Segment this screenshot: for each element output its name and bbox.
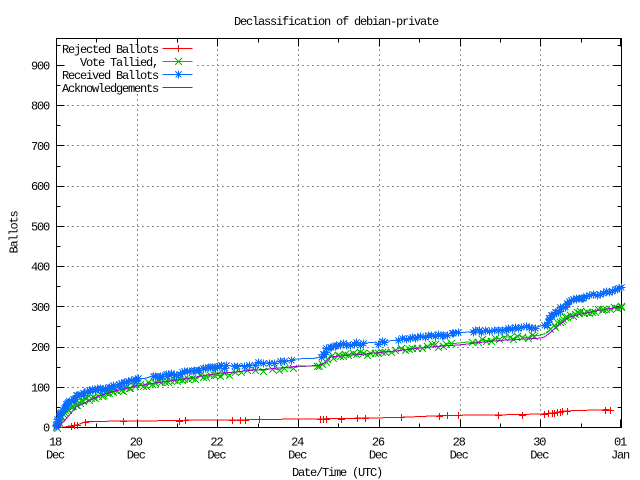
svg-text:400: 400: [31, 261, 50, 275]
svg-text:Dec: Dec: [46, 449, 65, 463]
svg-text:Dec: Dec: [207, 449, 226, 463]
svg-text:Dec: Dec: [288, 449, 307, 463]
svg-text:Rejected Ballots: Rejected Ballots: [62, 43, 159, 57]
svg-text:Declassification of debian-pri: Declassification of debian-private: [234, 15, 439, 29]
svg-text:Date/Time (UTC): Date/Time (UTC): [292, 466, 382, 480]
svg-text:300: 300: [31, 301, 50, 315]
svg-text:700: 700: [31, 140, 50, 154]
svg-text:28: 28: [453, 436, 466, 450]
svg-text:Dec: Dec: [530, 449, 549, 463]
svg-text:800: 800: [31, 100, 50, 114]
svg-text:100: 100: [31, 381, 50, 395]
svg-text:Dec: Dec: [369, 449, 388, 463]
svg-text:500: 500: [31, 220, 50, 234]
svg-text:18: 18: [49, 436, 62, 450]
svg-text:Jan: Jan: [611, 449, 630, 463]
svg-text:900: 900: [31, 60, 50, 74]
svg-text:26: 26: [372, 436, 385, 450]
svg-text:20: 20: [130, 436, 143, 450]
svg-text:Dec: Dec: [450, 449, 469, 463]
svg-text:Received Ballots: Received Ballots: [62, 69, 159, 83]
svg-text:24: 24: [291, 436, 304, 450]
svg-text:30: 30: [533, 436, 546, 450]
svg-text:01: 01: [614, 436, 627, 450]
svg-text:600: 600: [31, 180, 50, 194]
svg-text:200: 200: [31, 341, 50, 355]
svg-text:Vote Tallied,: Vote Tallied,: [80, 56, 158, 70]
svg-text:Ballots: Ballots: [8, 211, 22, 254]
svg-text:0: 0: [43, 422, 50, 436]
svg-text:22: 22: [210, 436, 223, 450]
svg-text:Acknowledgements: Acknowledgements: [62, 82, 159, 96]
svg-text:Dec: Dec: [127, 449, 146, 463]
